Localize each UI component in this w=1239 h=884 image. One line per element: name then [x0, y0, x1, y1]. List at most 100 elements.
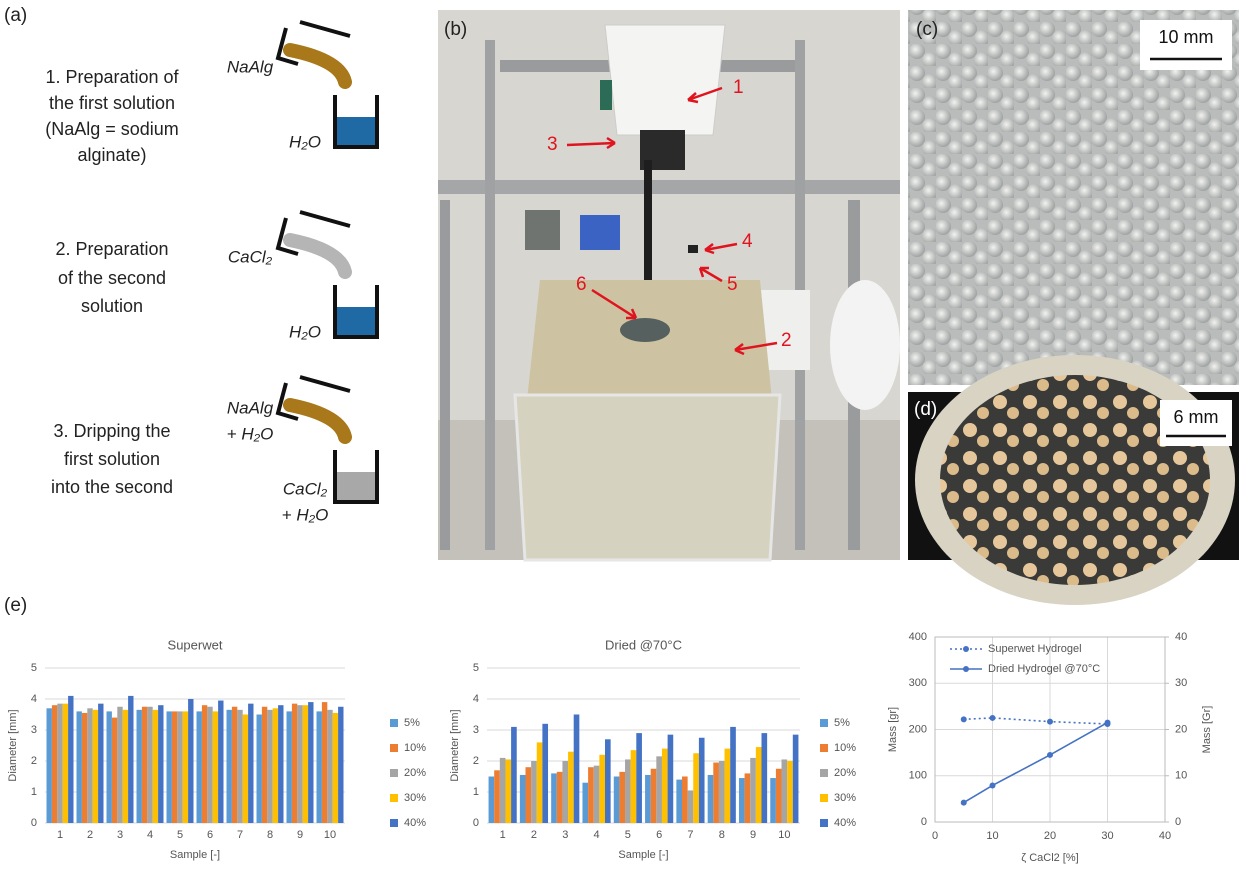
- x-tick-label: 2: [531, 829, 537, 841]
- bar: [662, 749, 668, 823]
- bar: [599, 755, 605, 823]
- bar: [651, 769, 657, 823]
- x-tick-label: 9: [297, 829, 303, 841]
- bar: [303, 705, 308, 823]
- y-tick-label: 0: [473, 817, 479, 829]
- bar: [243, 715, 248, 824]
- bar: [542, 724, 548, 823]
- bar: [77, 711, 82, 823]
- bar: [787, 761, 793, 823]
- y2-tick-label: 30: [1175, 677, 1187, 689]
- bar: [153, 710, 158, 823]
- x-tick-label: 8: [267, 829, 273, 841]
- y-tick-label: 100: [909, 770, 927, 782]
- bar: [713, 763, 719, 823]
- legend-swatch: [820, 719, 828, 727]
- bar: [202, 705, 207, 823]
- legend-swatch: [390, 744, 398, 752]
- step-text: 1. Preparation of: [45, 67, 179, 87]
- x-tick-label: 9: [750, 829, 756, 841]
- reagent-label: NaAlg: [227, 57, 274, 76]
- reagent-label: + H₂O: [227, 424, 274, 443]
- bar: [327, 710, 332, 823]
- panel-label: (d): [914, 399, 937, 420]
- y-tick-label: 300: [909, 677, 927, 689]
- bar: [574, 715, 580, 824]
- bar: [123, 710, 128, 823]
- bar: [93, 710, 98, 823]
- bar: [745, 773, 751, 823]
- bar: [776, 769, 782, 823]
- y-axis-label: Diameter [mm]: [449, 709, 461, 781]
- bar: [568, 752, 574, 823]
- bar: [308, 702, 313, 823]
- x-tick-label: 0: [932, 830, 938, 842]
- y-tick-label: 5: [473, 662, 479, 674]
- bar: [112, 718, 117, 823]
- annotation: 4: [742, 231, 753, 252]
- bar: [656, 756, 662, 823]
- bar: [147, 707, 152, 823]
- bar: [287, 711, 292, 823]
- bar: [183, 711, 188, 823]
- bar: [557, 772, 563, 823]
- bar: [273, 708, 278, 823]
- panel-label: (a): [4, 5, 27, 26]
- bar: [588, 767, 594, 823]
- bar: [82, 713, 87, 823]
- bar: [725, 749, 731, 823]
- bar: [63, 704, 68, 823]
- bar: [551, 773, 557, 823]
- legend-label: 10%: [834, 742, 856, 754]
- bar: [614, 777, 620, 824]
- bar: [500, 758, 506, 823]
- reagent-label: NaAlg: [227, 398, 274, 417]
- annotation: 1: [733, 77, 744, 98]
- bar: [511, 727, 517, 823]
- x-tick-label: 10: [986, 830, 998, 842]
- bar: [262, 707, 267, 823]
- y2-tick-label: 40: [1175, 631, 1187, 643]
- bar: [494, 770, 500, 823]
- y-tick-label: 1: [31, 786, 37, 798]
- legend-label: 20%: [404, 767, 426, 779]
- x-tick-label: 2: [87, 829, 93, 841]
- y-tick-label: 4: [31, 693, 37, 705]
- legend-label: Dried Hydrogel @70°C: [988, 663, 1100, 675]
- bar: [668, 735, 674, 823]
- legend-label: Superwet Hydrogel: [988, 643, 1082, 655]
- chart-title: Superwet: [168, 637, 223, 652]
- bar: [333, 713, 338, 823]
- bar: [68, 696, 73, 823]
- annotation: 5: [727, 274, 738, 295]
- legend-swatch: [390, 794, 398, 802]
- y-tick-label: 1: [473, 786, 479, 798]
- photo-dried-beads: [908, 355, 1239, 605]
- x-tick-label: 10: [324, 829, 336, 841]
- bar: [57, 704, 62, 823]
- x-tick-label: 7: [237, 829, 243, 841]
- bar: [107, 711, 112, 823]
- bar: [257, 715, 262, 824]
- bar: [782, 759, 788, 823]
- point: [990, 715, 996, 721]
- bar: [177, 711, 182, 823]
- legend-swatch: [820, 794, 828, 802]
- bar: [267, 710, 272, 823]
- x-tick-label: 1: [500, 829, 506, 841]
- beaker-liquid: [337, 472, 375, 500]
- bar: [739, 778, 745, 823]
- y-tick-label: 5: [31, 662, 37, 674]
- bar: [207, 707, 212, 823]
- x-tick-label: 8: [719, 829, 725, 841]
- bar: [197, 711, 202, 823]
- x-axis-label: ζ CaCl2 [%]: [1021, 852, 1078, 864]
- y2-tick-label: 20: [1175, 723, 1187, 735]
- bar: [128, 696, 133, 823]
- bar: [489, 777, 495, 824]
- x-tick-label: 4: [593, 829, 599, 841]
- reagent-label: H₂O: [289, 132, 321, 151]
- x-tick-label: 5: [625, 829, 631, 841]
- line: [964, 723, 1108, 803]
- x-tick-label: 3: [117, 829, 123, 841]
